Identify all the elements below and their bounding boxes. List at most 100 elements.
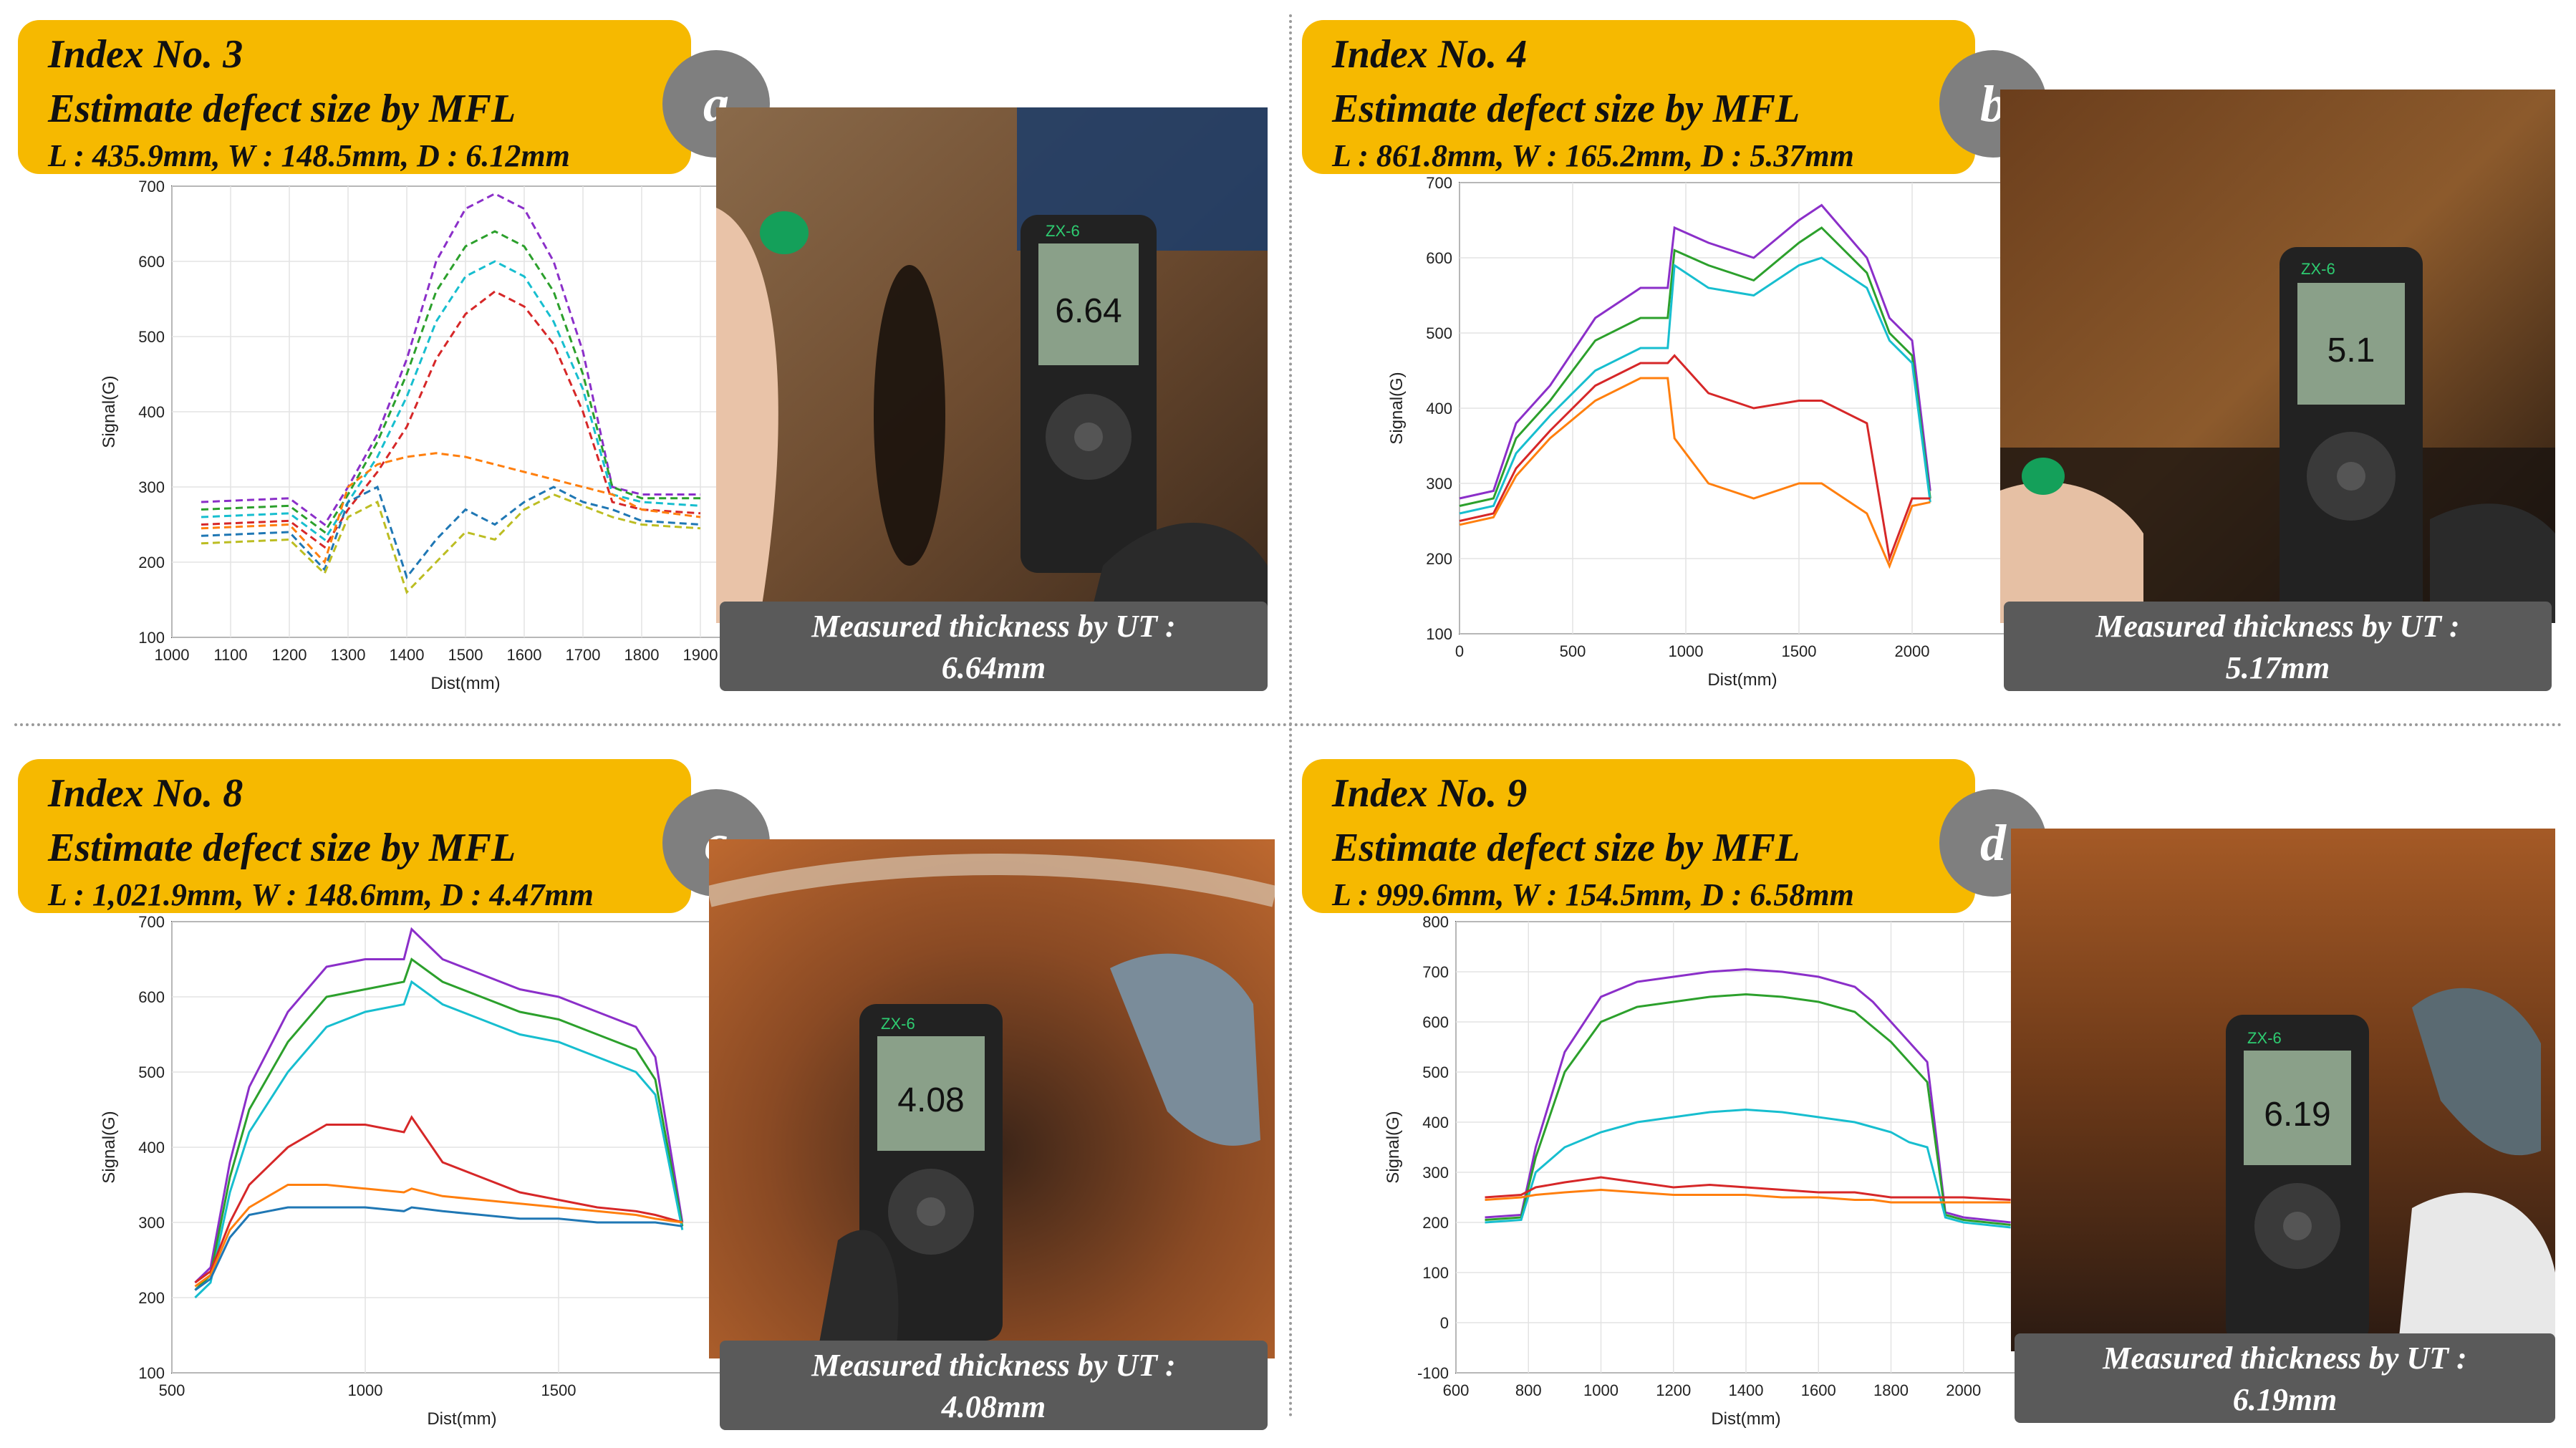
panel-c-dimensions: L : 1,021.9mm, W : 148.6mm, D : 4.47mm	[48, 877, 594, 912]
series-line	[1459, 203, 1931, 500]
x-tick-label: 1500	[448, 646, 483, 664]
panel-a-ut-value: 6.64mm	[941, 650, 1046, 685]
y-tick-label: 100	[138, 1364, 165, 1382]
panel-c-photo-art: 4.08 ZX-6	[709, 839, 1275, 1358]
panel-a-ut-box: Measured thickness by UT : 6.64mm	[720, 602, 1268, 691]
x-tick-label: 1800	[624, 646, 660, 664]
panel-d-photo: 6.19 ZX-6	[2011, 829, 2555, 1351]
y-tick-label: 700	[1422, 963, 1449, 981]
x-tick-label: 1800	[1873, 1381, 1909, 1399]
y-tick-label: 500	[138, 1063, 165, 1081]
series-line	[201, 452, 701, 564]
y-tick-label: 600	[1426, 249, 1452, 267]
series-line	[1485, 1176, 2011, 1201]
y-axis-label: Signal(G)	[100, 375, 119, 448]
y-tick-label: 500	[138, 328, 165, 346]
gauge-reading: 6.64	[1055, 292, 1121, 330]
panel-d-dimensions: L : 999.6mm, W : 154.5mm, D : 6.58mm	[1332, 877, 1854, 912]
panel-b: Index No. 4 Estimate defect size by MFL …	[1295, 14, 2570, 709]
panel-a-dimensions: L : 435.9mm, W : 148.5mm, D : 6.12mm	[48, 138, 570, 173]
ut-gauge-device: 6.19 ZX-6	[2226, 1015, 2369, 1344]
y-tick-label: 600	[138, 988, 165, 1006]
panel-d: Index No. 9 Estimate defect size by MFL …	[1295, 753, 2570, 1448]
panel-d-ut-value: 6.19mm	[2232, 1382, 2338, 1417]
series-line	[194, 1206, 683, 1291]
y-tick-label: 200	[138, 554, 165, 571]
panel-a-photo: 6.64 ZX-6	[716, 107, 1268, 623]
x-axis-label: Dist(mm)	[1711, 1409, 1780, 1429]
panel-a-subtitle: Estimate defect size by MFL	[48, 87, 516, 131]
series-line	[1485, 1188, 2011, 1204]
y-tick-label: 0	[1440, 1314, 1449, 1332]
ut-gauge-device: 6.64 ZX-6	[1021, 215, 1157, 573]
series-line	[201, 192, 700, 526]
panel-a-ut-label: Measured thickness by UT :	[811, 609, 1176, 644]
y-tick-label: 600	[1422, 1013, 1449, 1031]
x-axis-label: Dist(mm)	[1707, 670, 1777, 690]
y-tick-label: 300	[138, 478, 165, 496]
y-tick-label: 300	[138, 1214, 165, 1232]
panel-c-ut-label: Measured thickness by UT :	[811, 1348, 1176, 1383]
series-line	[1459, 377, 1931, 569]
series-line	[194, 957, 684, 1291]
x-tick-label: 800	[1515, 1381, 1542, 1399]
gauge-reading: 5.1	[2327, 332, 2375, 370]
panel-b-photo: 5.1 ZX-6	[2000, 90, 2555, 623]
x-tick-label: 0	[1455, 642, 1464, 660]
panel-d-subtitle: Estimate defect size by MFL	[1332, 826, 1800, 870]
gauge-reading: 4.08	[897, 1081, 964, 1119]
panel-a-chart: 1000 1100 1200 1300 1400 1500 1600 1700 1800 1900…	[100, 179, 773, 693]
x-tick-label: 2000	[1895, 642, 1930, 660]
y-tick-label: 700	[138, 914, 165, 931]
panel-b-subtitle: Estimate defect size by MFL	[1332, 87, 1800, 131]
y-tick-label: 100	[1422, 1264, 1449, 1282]
panel-c-photo: 4.08 ZX-6	[709, 839, 1275, 1358]
y-tick-label: 100	[1426, 625, 1452, 643]
gauge-brand: ZX-6	[1046, 222, 1080, 240]
y-tick-label: 400	[138, 403, 165, 421]
y-axis-label: Signal(G)	[1387, 372, 1407, 444]
panel-d-chart: 6008001000120014001600180020002200-10001…	[1384, 914, 2050, 1429]
series-line	[201, 493, 701, 594]
series-line	[1459, 354, 1931, 563]
y-tick-label: 700	[138, 179, 165, 196]
series-line	[194, 980, 684, 1299]
x-tick-label: 1400	[390, 646, 425, 664]
x-tick-label: 500	[159, 1381, 185, 1399]
series-line	[1485, 1108, 2011, 1229]
series-line	[1459, 226, 1931, 507]
x-axis-label: Dist(mm)	[430, 674, 500, 693]
panel-d-ut-box: Measured thickness by UT : 6.19mm	[2015, 1333, 2555, 1423]
x-tick-label: 1400	[1729, 1381, 1764, 1399]
panel-d-index: Index No. 9	[1332, 771, 1528, 816]
series-line	[194, 1115, 683, 1284]
ut-gauge-device: 4.08 ZX-6	[859, 1004, 1003, 1341]
y-axis-label: Signal(G)	[100, 1111, 119, 1183]
x-tick-label: 1200	[1656, 1381, 1691, 1399]
series-line	[201, 230, 700, 534]
gauge-brand: ZX-6	[2247, 1029, 2282, 1047]
x-tick-label: 1200	[272, 646, 307, 664]
y-tick-label: 400	[1422, 1114, 1449, 1131]
y-tick-label: 300	[1422, 1164, 1449, 1182]
series-line	[201, 485, 701, 580]
panel-b-ut-label: Measured thickness by UT :	[2095, 609, 2460, 644]
gauge-reading: 6.19	[2264, 1096, 2330, 1134]
y-tick-label: 600	[138, 253, 165, 271]
panel-d-photo-art: 6.19 ZX-6	[2011, 829, 2555, 1351]
x-tick-label: 600	[1443, 1381, 1470, 1399]
x-tick-label: 1900	[683, 646, 718, 664]
x-tick-label: 1000	[155, 646, 190, 664]
panel-d-label-box: Index No. 9 Estimate defect size by MFL …	[1302, 759, 1975, 913]
y-tick-label: 800	[1422, 914, 1449, 931]
y-tick-label: 100	[138, 629, 165, 647]
x-tick-label: 1700	[566, 646, 601, 664]
panel-c-ut-value: 4.08mm	[941, 1389, 1046, 1424]
y-axis-label: Signal(G)	[1384, 1111, 1403, 1183]
panel-d-ut-label: Measured thickness by UT :	[2103, 1341, 2467, 1376]
panel-c-index: Index No. 8	[48, 771, 243, 816]
panel-b-photo-art: 5.1 ZX-6	[2000, 90, 2555, 623]
panel-a-index: Index No. 3	[48, 32, 243, 77]
y-tick-label: 200	[138, 1289, 165, 1307]
gauge-brand: ZX-6	[2301, 260, 2335, 278]
